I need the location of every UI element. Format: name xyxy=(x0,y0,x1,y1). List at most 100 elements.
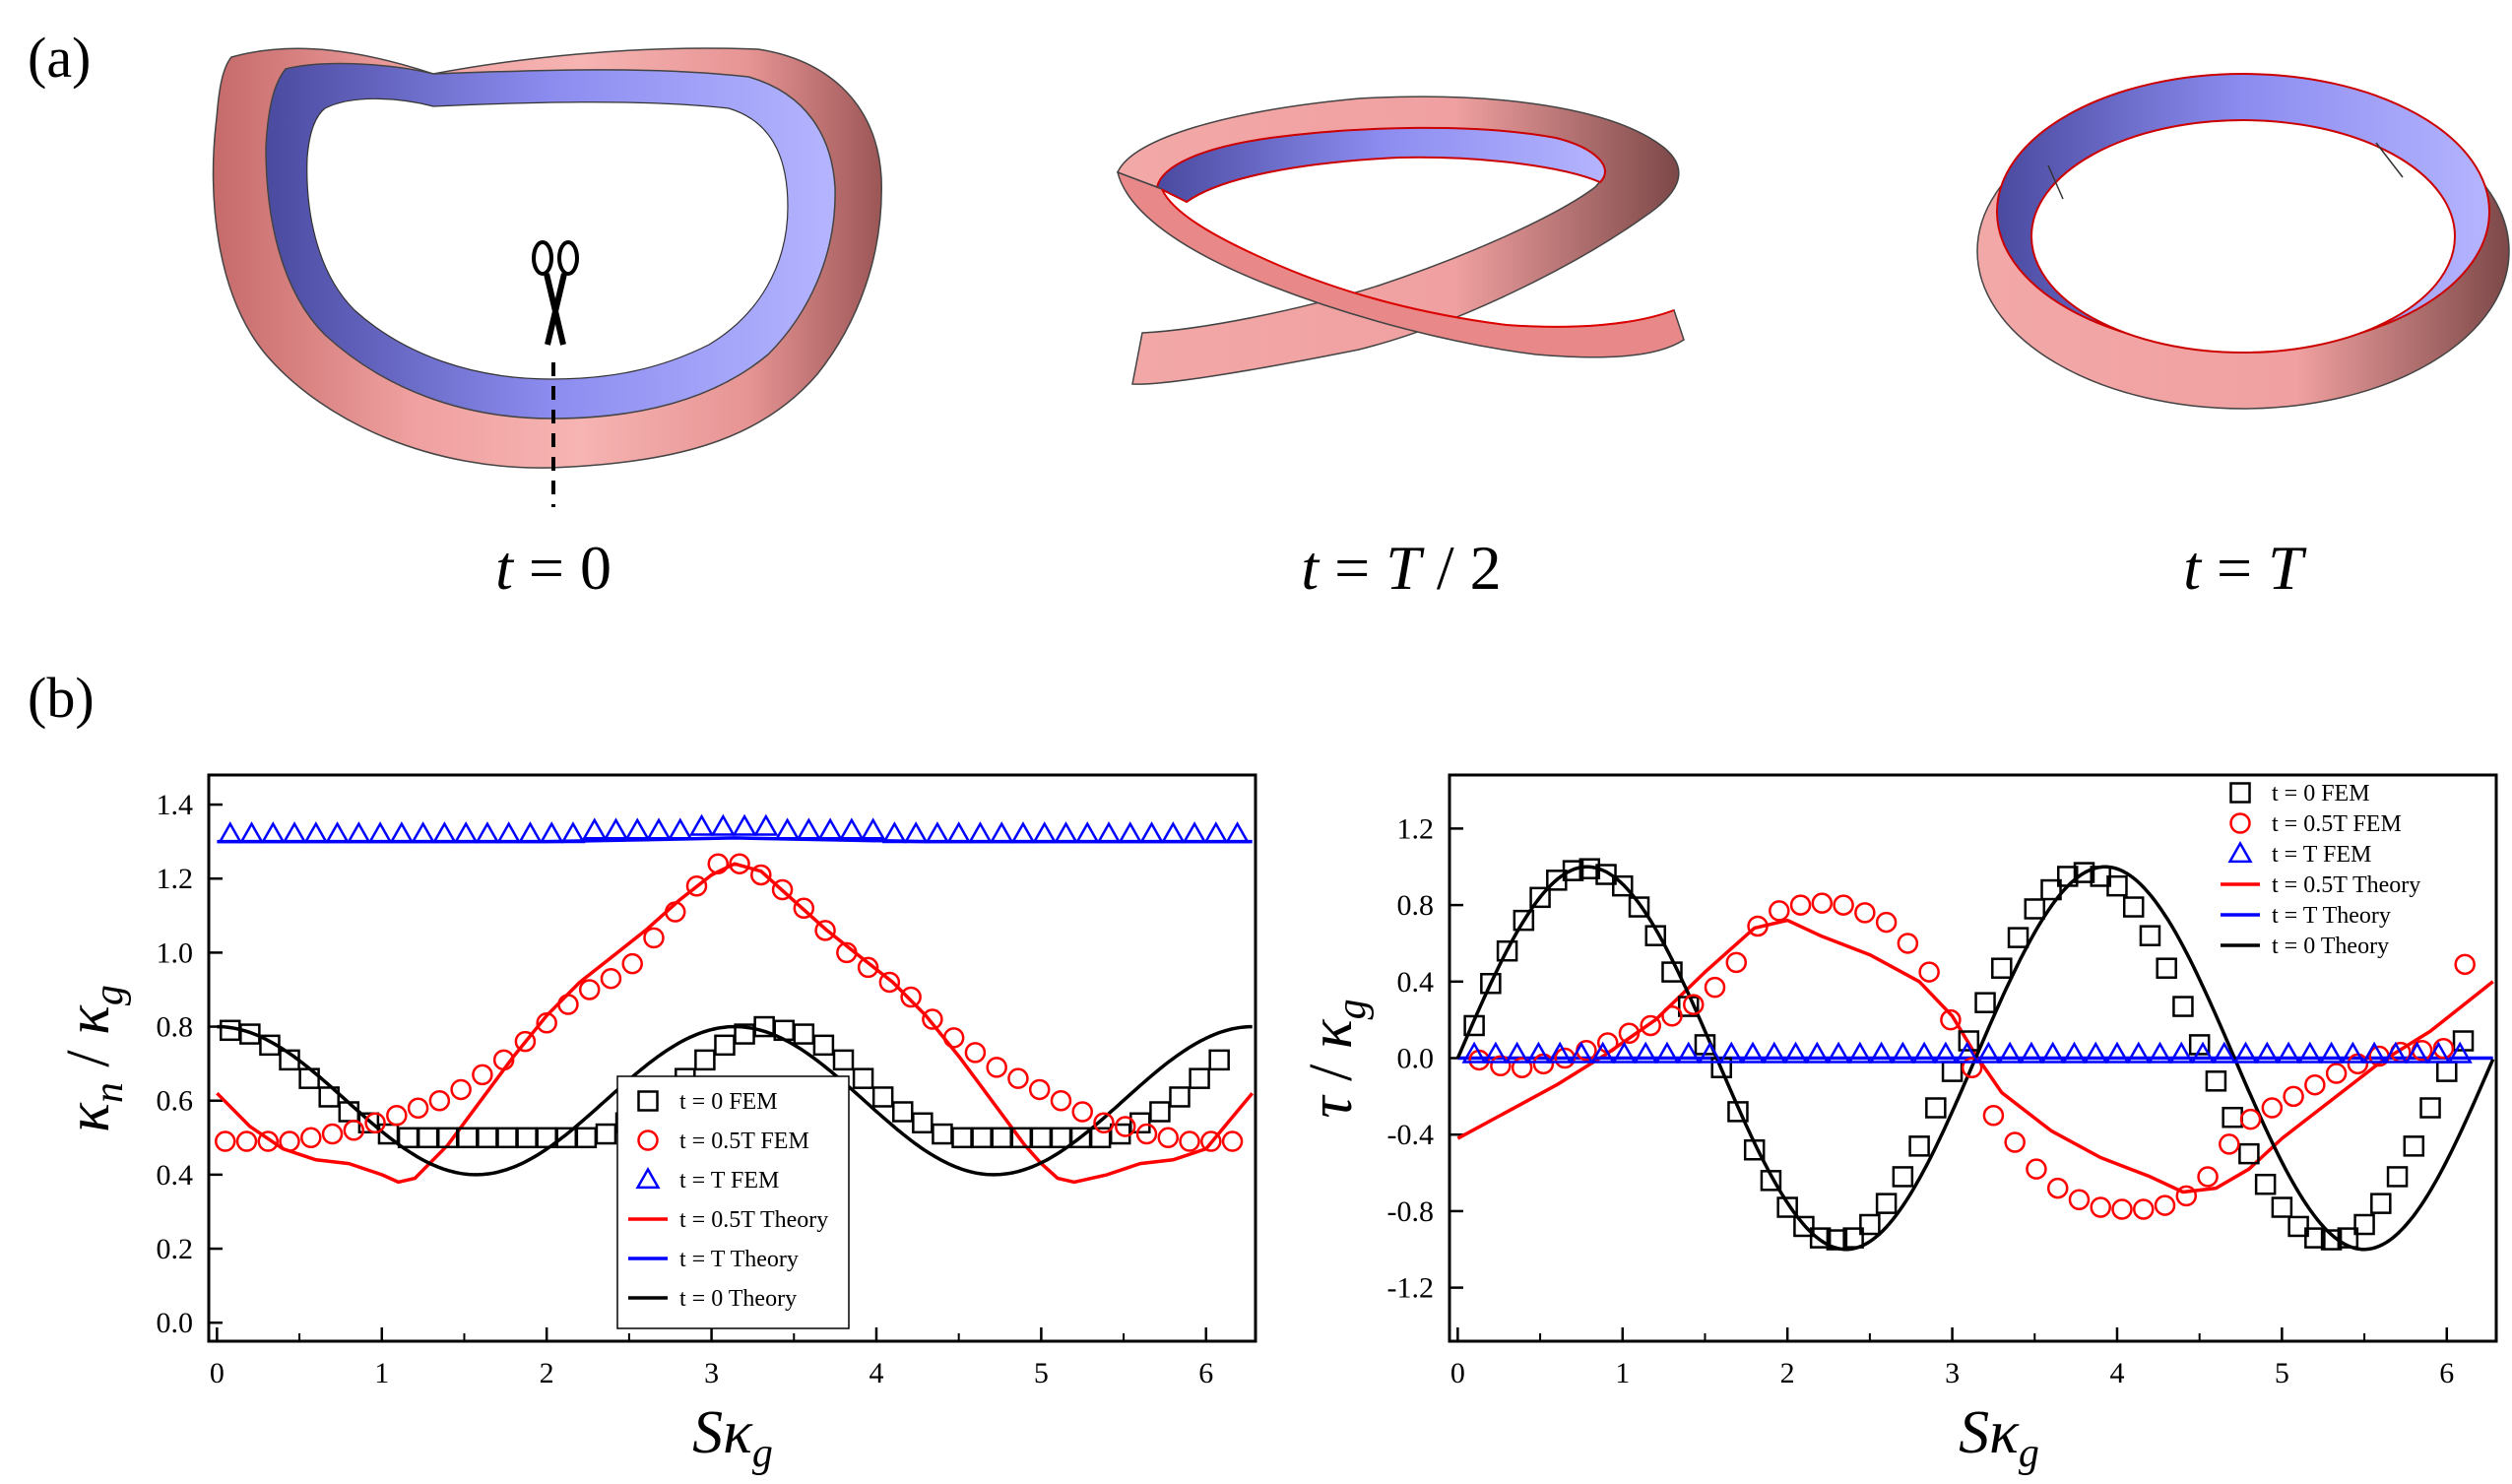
data-point-square xyxy=(951,1127,973,1149)
data-point-triangle xyxy=(1010,821,1036,844)
data-point-triangle xyxy=(1096,821,1122,844)
y-tick-label: 0.8 xyxy=(157,1011,194,1044)
data-point-triangle xyxy=(2083,1041,2108,1064)
data-point-square xyxy=(1859,1213,1881,1236)
data-point-triangle xyxy=(1975,1041,2002,1064)
data-point-square xyxy=(991,1127,1012,1149)
data-point-circle xyxy=(1918,961,1940,983)
y-tick-label: 1.4 xyxy=(157,789,194,821)
data-point-square xyxy=(1793,1215,1815,1238)
data-point-circle xyxy=(1071,1101,1093,1123)
data-point-square xyxy=(1974,992,1996,1013)
data-point-circle xyxy=(1511,1057,1533,1078)
data-point-square xyxy=(1030,1127,1053,1149)
legend-label: t = 0.5T FEM xyxy=(2272,811,2402,837)
data-point-square xyxy=(1809,1227,1832,1249)
data-point-square xyxy=(477,1127,498,1149)
x-tick-label: 2 xyxy=(1780,1357,1795,1389)
data-point-triangle xyxy=(796,817,821,840)
data-point-triangle xyxy=(2254,1041,2280,1064)
data-point-triangle xyxy=(2168,1041,2194,1064)
data-point-square xyxy=(1496,939,1518,962)
chart-curvature-ratio: 0 1 2 3 4 5 6 0.0 0.2 0.4 0.6 0.8 1.0 1.2 1.4 Sκg κn /… xyxy=(55,773,1257,1476)
data-point-triangle xyxy=(2405,1041,2430,1064)
data-point-circle xyxy=(964,1042,987,1064)
data-point-square xyxy=(2287,1215,2309,1238)
data-point-triangle xyxy=(2383,1041,2409,1064)
data-point-square xyxy=(575,1127,598,1149)
data-point-triangle xyxy=(1182,821,1207,844)
data-point-triangle xyxy=(1505,1041,1530,1064)
data-point-circle xyxy=(472,1064,493,1086)
data-point-circle xyxy=(2090,1196,2111,1218)
data-point-square xyxy=(1463,1014,1485,1037)
caption-tT: t = T xyxy=(2183,533,2307,603)
data-point-circle xyxy=(1982,1105,2005,1127)
data-point-square xyxy=(1628,896,1650,918)
y-tick-label: 0.2 xyxy=(157,1233,194,1265)
data-point-triangle xyxy=(517,821,544,844)
data-point-square xyxy=(1644,925,1667,946)
data-point-square xyxy=(2304,1227,2326,1249)
data-point-square xyxy=(1578,858,1601,879)
data-point-triangle xyxy=(1032,821,1058,844)
data-point-triangle xyxy=(1762,1041,1787,1064)
data-point-triangle xyxy=(1074,821,1100,844)
data-point-triangle xyxy=(2212,1041,2237,1064)
data-point-circle xyxy=(1115,1116,1136,1137)
data-point-square xyxy=(2040,878,2062,901)
data-point-triangle xyxy=(2104,1041,2130,1064)
data-point-circle xyxy=(1854,902,1876,924)
data-point-square xyxy=(2139,925,2161,946)
y-tick-label: -0.4 xyxy=(1387,1119,1435,1151)
data-point-circle xyxy=(1769,900,1790,922)
data-point-circle xyxy=(2154,1194,2176,1216)
data-point-triangle xyxy=(732,813,757,836)
data-point-triangle xyxy=(496,821,522,844)
data-point-square xyxy=(1743,1138,1766,1161)
data-point-square xyxy=(318,1086,340,1108)
data-point-circle xyxy=(2068,1189,2091,1210)
data-point-circle xyxy=(1897,933,1919,954)
data-point-square xyxy=(338,1101,360,1123)
data-point-square xyxy=(1480,972,1502,995)
data-point-triangle xyxy=(2297,1041,2323,1064)
data-point-triangle xyxy=(2425,1041,2452,1064)
data-point-circle xyxy=(2004,1131,2026,1153)
data-point-triangle xyxy=(411,821,436,844)
data-point-square xyxy=(1661,961,1683,983)
data-point-triangle xyxy=(1868,1041,1895,1064)
data-point-triangle xyxy=(1569,1041,1594,1064)
y-tick-label: -1.2 xyxy=(1387,1272,1435,1305)
chart2-legend: t = 0 FEM t = 0.5T FEM t = T FEM t = 0.5T T… xyxy=(2221,781,2420,959)
data-point-circle xyxy=(1028,1078,1051,1101)
data-point-triangle xyxy=(1633,1041,1658,1064)
data-point-square xyxy=(496,1127,518,1149)
data-point-triangle xyxy=(1053,821,1079,844)
data-point-triangle xyxy=(1890,1041,1915,1064)
data-point-triangle xyxy=(282,821,307,844)
data-point-circle xyxy=(428,1089,451,1112)
data-point-triangle xyxy=(2147,1041,2173,1064)
data-point-triangle xyxy=(1782,1041,1809,1064)
y-tick-label: 1.2 xyxy=(1397,812,1435,845)
data-point-triangle xyxy=(817,817,843,840)
x-tick-label: 4 xyxy=(869,1357,883,1389)
data-point-triangle xyxy=(1676,1041,1702,1064)
data-point-circle xyxy=(492,1049,515,1071)
data-point-triangle xyxy=(839,817,865,840)
legend-label: t = T Theory xyxy=(679,1247,799,1272)
data-point-square xyxy=(1208,1049,1230,1071)
data-point-circle xyxy=(1661,1005,1683,1027)
data-point-square xyxy=(2156,957,2177,979)
data-point-triangle xyxy=(710,813,736,836)
data-point-square xyxy=(1842,1227,1864,1249)
data-point-triangle xyxy=(2126,1041,2152,1064)
data-point-triangle xyxy=(1590,1041,1616,1064)
data-point-circle xyxy=(643,927,665,949)
data-point-triangle xyxy=(774,817,801,840)
legend-marker-circle xyxy=(637,1129,659,1151)
data-point-triangle xyxy=(2040,1041,2066,1064)
data-point-triangle xyxy=(989,821,1014,844)
data-point-triangle xyxy=(1997,1041,2023,1064)
